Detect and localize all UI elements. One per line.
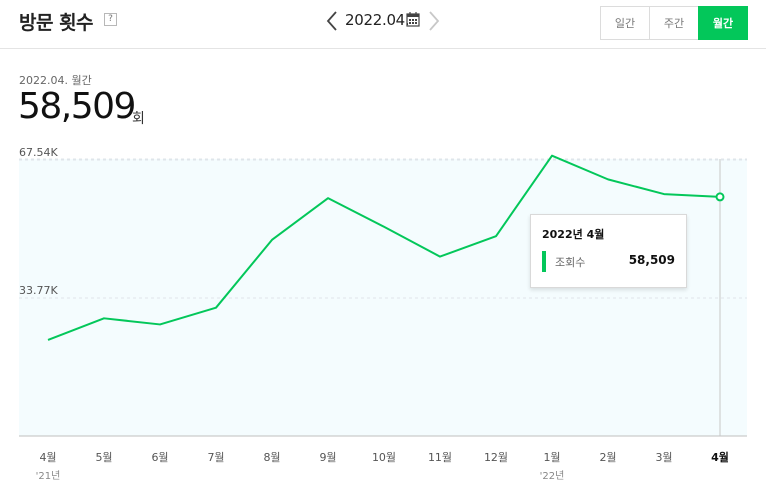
period-tabs: 일간 주간 월간	[600, 6, 748, 40]
tooltip-series-marker	[542, 251, 546, 272]
next-period-icon[interactable]	[427, 10, 441, 32]
tab-monthly[interactable]: 월간	[698, 6, 748, 40]
x-tick-label: 9월	[319, 451, 336, 464]
tab-weekly[interactable]: 주간	[649, 6, 699, 40]
y-tick-label: 67.54K	[19, 146, 58, 159]
x-tick-label: 4월	[39, 451, 56, 464]
current-period-label: 2022.04.	[345, 11, 410, 29]
x-year-label: '22년	[540, 470, 565, 482]
series-line	[47, 154, 721, 341]
summary-value: 58,509	[18, 86, 136, 127]
x-tick-label: 10월	[372, 451, 396, 464]
x-tick-label: 3월	[655, 451, 672, 464]
chart-tooltip: 2022년 4월 조회수 58,509	[530, 214, 687, 288]
calendar-icon[interactable]	[406, 11, 420, 27]
x-tick-label: 4월	[711, 450, 729, 464]
x-year-label: '21년	[36, 470, 61, 482]
tooltip-series-label: 조회수	[555, 256, 586, 269]
x-tick-label: 2월	[599, 451, 616, 464]
x-tick-label: 7월	[207, 451, 224, 464]
x-tick-label: 6월	[151, 451, 168, 464]
x-tick-label: 12월	[484, 451, 508, 464]
summary-unit: 회	[132, 111, 145, 127]
tooltip-value: 58,509	[628, 253, 675, 267]
x-tick-label: 1월	[543, 451, 560, 464]
x-tick-label: 8월	[263, 451, 280, 464]
x-tick-label: 5월	[95, 451, 112, 464]
help-icon[interactable]: ?	[104, 13, 117, 26]
header: 방문 횟수 ? 2022.04. 일간 주간 월간	[0, 0, 766, 49]
highlight-point	[715, 192, 725, 202]
previous-period-icon[interactable]	[325, 10, 339, 32]
summary-caption: 2022.04. 월간	[19, 74, 92, 87]
page-title: 방문 횟수	[19, 12, 94, 34]
tooltip-title: 2022년 4월	[542, 228, 605, 241]
x-tick-label: 11월	[428, 451, 452, 464]
y-tick-label: 33.77K	[19, 284, 58, 297]
